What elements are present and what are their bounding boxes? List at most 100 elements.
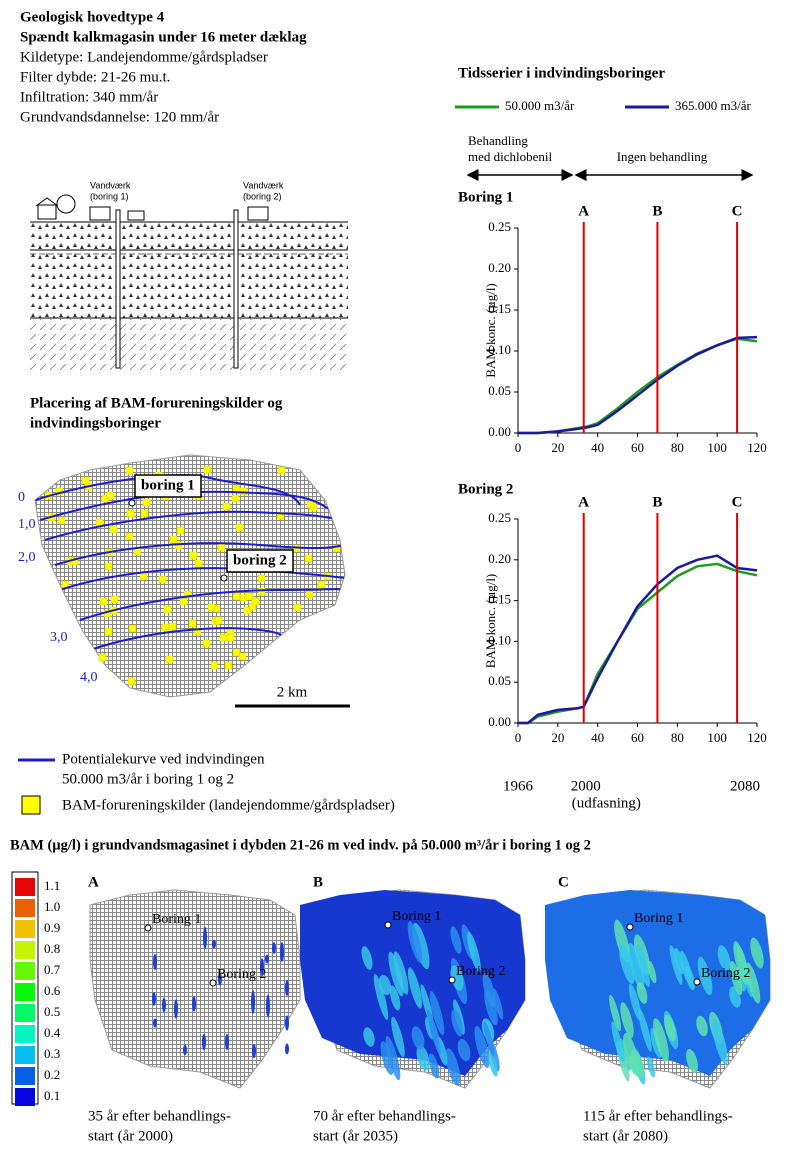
- y-tick-label: 0.20: [488, 551, 511, 566]
- plume: [260, 958, 264, 976]
- source-marker: [98, 653, 107, 662]
- source-marker: [163, 605, 172, 614]
- y-tick-label: 0.05: [488, 673, 511, 688]
- series-line: [518, 562, 758, 725]
- y-axis-label: BAM konc. (µg/l): [483, 283, 498, 378]
- x-tick-label: 20: [551, 440, 564, 455]
- source-marker: [232, 484, 241, 493]
- contour-label: 0: [18, 490, 25, 505]
- plume: [152, 992, 156, 1006]
- source-marker: [189, 551, 198, 560]
- source-marker: [165, 655, 174, 664]
- model-area: [89, 889, 301, 1089]
- contour-label: 1,0: [18, 517, 36, 532]
- timeline-note: (udfasning): [572, 795, 641, 811]
- well-box: [134, 474, 202, 498]
- scale-label: 2 km: [277, 684, 308, 700]
- plume: [467, 931, 481, 973]
- well-label: boring 1: [141, 477, 195, 493]
- plume: [686, 1049, 698, 1073]
- timeseries-title: Tidsserier i indvindingsboringer: [458, 65, 665, 81]
- charts: 50.000 m3/år 365.000 m3/år Boring 1 BAM kon…: [455, 98, 767, 811]
- y-tick-label: 0.15: [488, 301, 511, 316]
- y-tick-label: 0.05: [488, 383, 511, 398]
- plume: [636, 945, 650, 987]
- colorbar-label: 0.8: [44, 941, 60, 956]
- well-marker: [128, 499, 136, 507]
- source-map: 0 1,0 2,0 3,0 4,0 boring 1 boring 2 2 km Potenti…: [18, 454, 395, 815]
- panel-label: B: [313, 874, 323, 890]
- plume: [620, 1002, 634, 1038]
- well-label: Boring 1: [634, 911, 683, 926]
- well-label: (boring 1): [90, 191, 129, 201]
- plume: [628, 983, 642, 1021]
- plume: [450, 926, 462, 954]
- source-marker: [232, 648, 241, 657]
- source-marker: [125, 466, 134, 475]
- colorbar-label: 0.4: [44, 1025, 61, 1040]
- y-tick-label: 0.00: [488, 424, 511, 439]
- source-marker: [139, 572, 148, 581]
- well-label: Boring 1: [392, 909, 441, 924]
- source-marker: [235, 523, 244, 532]
- source-marker: [226, 633, 235, 642]
- phase-label: Behandling: [468, 133, 528, 148]
- plume: [174, 999, 178, 1019]
- panel-label: C: [558, 874, 569, 890]
- plume: [361, 946, 373, 970]
- source-marker: [293, 603, 302, 612]
- plume: [484, 988, 498, 1026]
- series-line: [518, 337, 758, 435]
- colorbar-cell: [15, 1067, 35, 1085]
- plume: [391, 1016, 405, 1058]
- source-marker: [179, 597, 188, 606]
- well-marker: [384, 921, 392, 929]
- plume: [373, 974, 389, 1020]
- y-tick-label: 0.25: [488, 510, 511, 525]
- source-marker: [106, 491, 115, 500]
- well-label: Vandværk: [243, 180, 284, 190]
- well-marker: [693, 978, 701, 986]
- source-marker: [81, 476, 90, 485]
- plume: [203, 926, 207, 950]
- panel-caption: 115 år efter behandlings-: [583, 1108, 733, 1124]
- event-label: A: [578, 203, 589, 219]
- map-title: Placering af BAM-forureningskilder og: [30, 395, 283, 411]
- well-marker: [209, 979, 217, 987]
- plume: [429, 991, 445, 1035]
- source-marker: [305, 590, 314, 599]
- colorbar-cell: [15, 878, 35, 896]
- plume: [385, 1035, 401, 1081]
- plume: [488, 1051, 498, 1077]
- plume: [285, 1015, 289, 1031]
- source-marker: [232, 592, 241, 601]
- chart-title: Boring 2: [458, 481, 513, 497]
- colorbar-cell: [15, 941, 35, 959]
- colorbar-cell: [15, 1046, 35, 1064]
- series-line: [518, 554, 758, 725]
- source-marker: [219, 633, 228, 642]
- source-marker: [217, 543, 226, 552]
- plume: [674, 947, 684, 975]
- source-marker: [104, 627, 113, 636]
- phase-label: Ingen behandling: [617, 149, 708, 164]
- plume: [451, 1009, 463, 1037]
- panel-caption: 70 år efter behandlings-: [313, 1108, 456, 1124]
- plume: [428, 1053, 440, 1079]
- colorbar-cell: [15, 983, 35, 1001]
- colorbar-cell: [15, 899, 35, 917]
- source-marker: [126, 509, 135, 518]
- source-marker: [161, 623, 170, 632]
- plume: [407, 921, 423, 963]
- map-title: indvindingsboringer: [30, 415, 161, 431]
- header-line: Filter dybde: 21-26 mu.t.: [20, 69, 170, 85]
- plume: [388, 951, 404, 997]
- source-marker: [169, 535, 178, 544]
- colorbar-label: 0.1: [44, 1088, 60, 1103]
- source-marker: [174, 541, 183, 550]
- y-tick-label: 0.20: [488, 260, 511, 275]
- well-label: Boring 2: [701, 966, 750, 981]
- source-marker: [251, 597, 260, 606]
- plume: [393, 951, 409, 995]
- plume: [416, 1045, 430, 1071]
